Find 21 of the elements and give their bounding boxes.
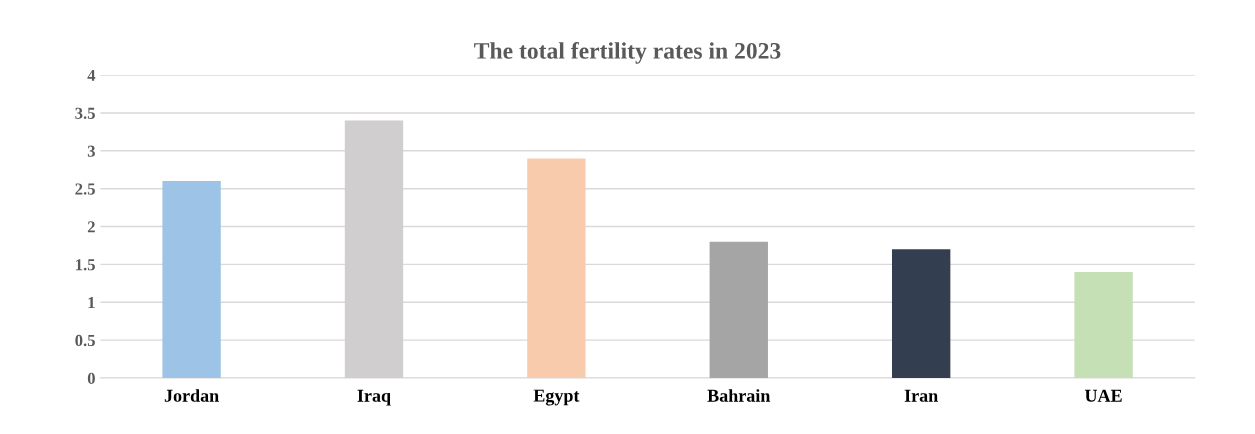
bar <box>709 241 768 379</box>
y-tick-label: 2 <box>87 221 95 233</box>
bar <box>162 181 221 379</box>
bar <box>527 158 586 379</box>
bar <box>1074 271 1133 379</box>
x-tick-label: Jordan <box>164 389 219 402</box>
y-tick-label: 3 <box>87 145 95 157</box>
y-tick-label: 0 <box>87 372 95 384</box>
y-tick-label: 4 <box>87 69 96 81</box>
x-tick-label: Iran <box>904 389 938 402</box>
x-tick-label: UAE <box>1084 389 1122 402</box>
x-tick-label: Iraq <box>357 389 391 406</box>
y-tick-label: 3.5 <box>75 107 95 119</box>
y-tick-label: 2.5 <box>75 183 95 195</box>
y-tick-label: 1 <box>88 297 95 309</box>
x-tick-label: Egypt <box>533 389 580 406</box>
y-tick-label: 1.5 <box>76 259 95 271</box>
chart-title: The total fertility rates in 2023 <box>474 41 781 64</box>
y-tick-label: 0.5 <box>75 334 95 347</box>
x-tick-label: Bahrain <box>707 389 771 402</box>
bar <box>891 249 951 379</box>
